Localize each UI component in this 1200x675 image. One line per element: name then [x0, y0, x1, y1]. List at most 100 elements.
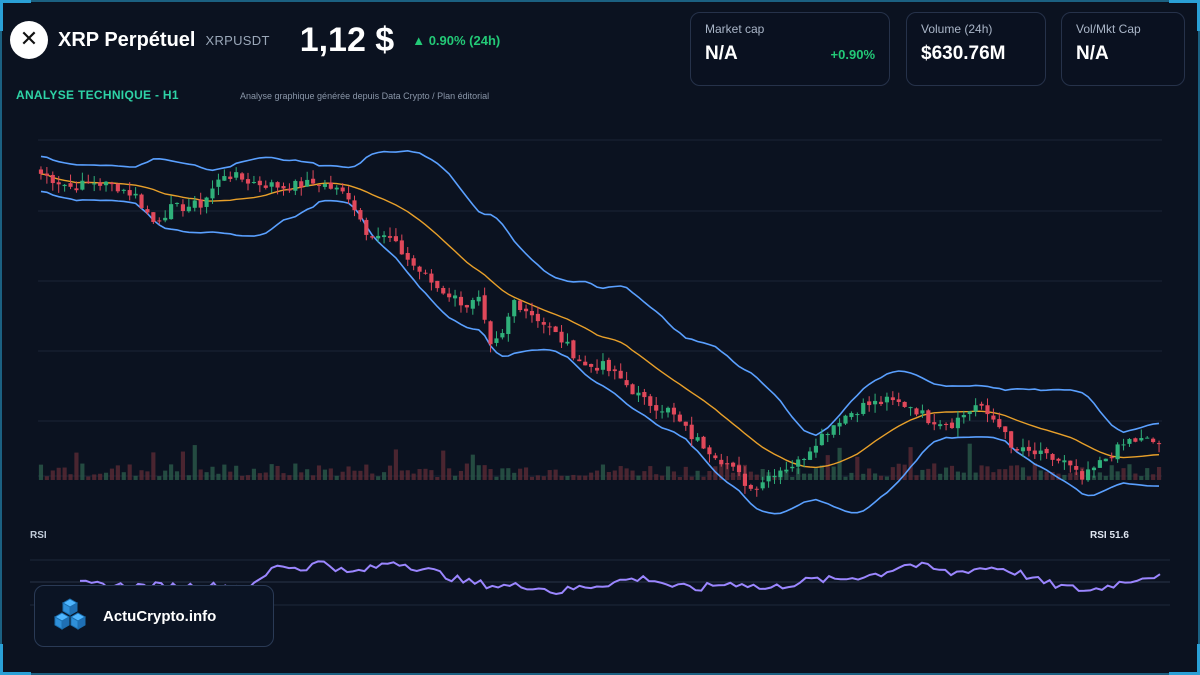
- candle-body: [1127, 439, 1132, 444]
- candle-body: [600, 361, 606, 370]
- volume-bar: [600, 464, 606, 480]
- candle-body: [624, 380, 629, 386]
- volume-label: Volume (24h): [921, 22, 993, 36]
- volume-bar: [553, 469, 558, 480]
- volume-bar: [1133, 473, 1138, 480]
- volume-bar: [316, 465, 322, 480]
- asset-price: 1,12 $: [299, 20, 395, 59]
- candle-body: [1121, 444, 1126, 446]
- market-cap-label: Market cap: [705, 22, 765, 36]
- volume-bar: [44, 476, 49, 480]
- candle-body: [464, 305, 469, 308]
- volume-bar: [470, 454, 475, 480]
- volume-bar: [257, 473, 262, 480]
- volume-bar: [1103, 475, 1108, 480]
- candle-body: [145, 209, 150, 213]
- volume-bar: [1009, 465, 1014, 480]
- candle-body: [896, 399, 901, 402]
- volume-bar: [683, 466, 688, 480]
- candle-body: [594, 367, 600, 371]
- volume-bar: [174, 471, 180, 480]
- volume-bar: [157, 476, 162, 480]
- volume-bar: [671, 471, 677, 480]
- volume-bar: [518, 468, 523, 480]
- candle-body: [642, 392, 647, 398]
- volume-bar: [417, 469, 422, 480]
- candle-body: [115, 183, 120, 192]
- volume-bar: [731, 472, 736, 480]
- candle-body: [163, 217, 168, 221]
- vol-mkt-cap-value: N/A: [1076, 43, 1109, 64]
- candle-body: [932, 422, 937, 425]
- volume-card: Volume (24h) $630.76M: [906, 12, 1046, 86]
- candle-body: [1091, 467, 1097, 471]
- frame-corner: [1169, 644, 1200, 675]
- candle-body: [50, 174, 55, 184]
- candle-body: [234, 172, 239, 178]
- frame-right: [1198, 0, 1200, 675]
- volume-bar: [115, 465, 120, 480]
- candle-body: [736, 465, 742, 473]
- candle-body: [529, 310, 535, 316]
- volume-bar: [109, 468, 115, 480]
- candle-body: [843, 415, 848, 424]
- candle-body: [1139, 437, 1144, 441]
- candle-body: [772, 475, 777, 478]
- volume-bar: [382, 472, 387, 480]
- volume-bar: [423, 468, 428, 480]
- candle-body: [174, 202, 180, 204]
- candle-body: [660, 411, 665, 413]
- volume-bar: [488, 469, 493, 480]
- volume-bar: [594, 470, 600, 480]
- candle-body: [275, 182, 280, 188]
- candle-body: [305, 179, 310, 187]
- candle-body: [1044, 448, 1049, 454]
- candle-body: [411, 258, 416, 266]
- candle-body: [654, 405, 659, 411]
- candle-body: [86, 181, 91, 183]
- candle-body: [1062, 460, 1067, 463]
- volume-bar: [299, 472, 304, 480]
- volume-bar: [1109, 465, 1114, 480]
- candle-body: [56, 182, 61, 185]
- volume-bar: [660, 475, 665, 480]
- market-cap-value: N/A: [705, 43, 738, 64]
- volume-bar: [228, 471, 233, 480]
- analysis-subtitle: Analyse graphique générée depuis Data Cr…: [240, 91, 490, 101]
- candle-body: [281, 186, 286, 189]
- volume-bar: [1068, 473, 1073, 480]
- volume-bar: [547, 470, 552, 480]
- candle-body: [819, 433, 824, 446]
- candle-body: [961, 415, 966, 418]
- candle-body: [382, 235, 387, 238]
- volume-bar: [802, 473, 807, 480]
- candle-body: [62, 184, 67, 187]
- volume-bar: [535, 475, 540, 480]
- candle-body: [618, 370, 623, 379]
- volume-bar: [435, 476, 440, 480]
- volume-bar: [1151, 474, 1156, 480]
- candle-body: [204, 197, 209, 207]
- candle-body: [689, 424, 694, 440]
- volume-bar: [642, 471, 647, 480]
- volume-bar: [955, 471, 960, 480]
- candle-body: [80, 180, 85, 190]
- candle-body: [1080, 471, 1085, 480]
- volume-bar: [121, 472, 126, 480]
- candle-body: [334, 187, 339, 190]
- brand-badge[interactable]: ActuCrypto.info: [34, 585, 274, 647]
- candle-body: [1115, 444, 1120, 460]
- volume-bar: [305, 469, 310, 480]
- candle-body: [683, 421, 688, 426]
- candle-body: [1050, 454, 1055, 460]
- candle-body: [139, 194, 144, 208]
- volume-bar: [1032, 463, 1037, 480]
- candle-body: [74, 188, 79, 191]
- volume-bar: [884, 476, 889, 480]
- candle-body: [695, 437, 700, 441]
- volume-bar: [997, 469, 1002, 480]
- candle-body: [1003, 426, 1008, 433]
- candle-body: [376, 235, 381, 239]
- candle-body: [1085, 469, 1091, 481]
- candle-body: [665, 407, 671, 413]
